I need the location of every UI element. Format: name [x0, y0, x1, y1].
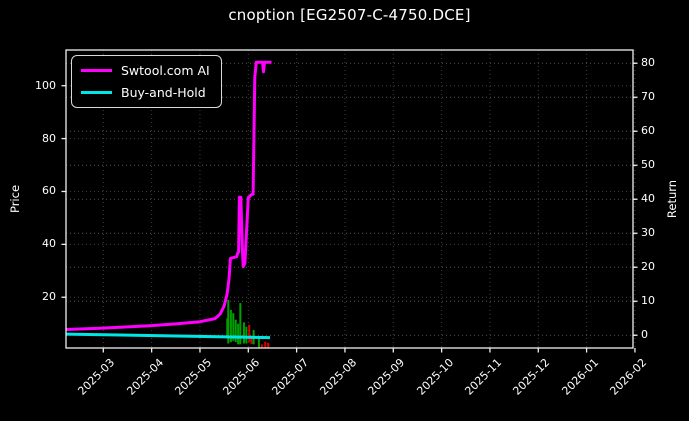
return-tick-label: 0: [641, 328, 648, 342]
chart-title: cnoption [EG2507-C-4750.DCE]: [228, 6, 471, 24]
price-tick-label: 60: [42, 184, 56, 198]
price-tick-label: 20: [42, 290, 56, 304]
price-tick-label: 40: [42, 237, 56, 251]
legend-item: Swtool.com AI: [81, 61, 210, 79]
legend-label: Swtool.com AI: [121, 62, 210, 78]
return-tick-label: 40: [641, 192, 655, 206]
return-tick-label: 10: [641, 294, 655, 308]
legend: Swtool.com AI Buy-and-Hold: [71, 55, 222, 108]
return-tick-label: 60: [641, 124, 655, 138]
return-tick-label: 70: [641, 90, 655, 104]
return-tick-label: 80: [641, 56, 655, 70]
price-tick-label: 100: [35, 78, 56, 92]
series-swtool-com-ai: [65, 60, 272, 331]
legend-line-swatch: [81, 90, 112, 94]
return-tick-label: 20: [641, 260, 655, 274]
legend-line-swatch: [81, 68, 112, 72]
legend-item: Buy-and-Hold: [81, 83, 210, 101]
series-buy-and-hold: [65, 332, 271, 340]
price-tick-label: 80: [42, 131, 56, 145]
legend-label: Buy-and-Hold: [121, 84, 206, 100]
return-tick-label: 50: [641, 158, 655, 172]
return-tick-label: 30: [641, 226, 655, 240]
